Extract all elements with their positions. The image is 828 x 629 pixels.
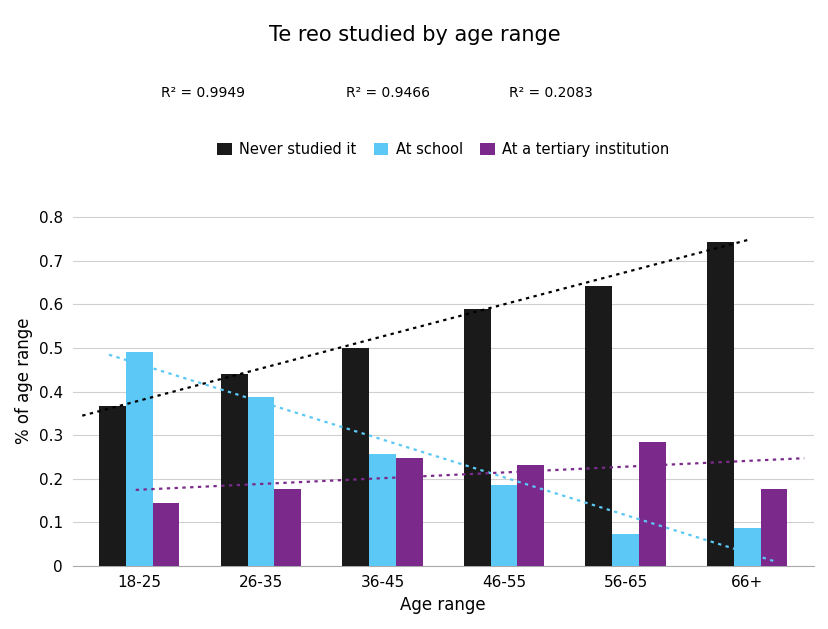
Bar [612,535,638,565]
Bar [368,454,396,565]
Bar [152,503,180,565]
Bar [585,286,612,565]
Y-axis label: % of age range: % of age range [15,318,33,444]
Text: R² = 0.9466: R² = 0.9466 [345,87,430,101]
Bar [517,465,543,565]
Legend: Never studied it, At school, At a tertiary institution: Never studied it, At school, At a tertia… [211,136,675,163]
Bar [759,489,787,565]
X-axis label: Age range: Age range [400,596,485,614]
Bar [248,397,274,565]
Text: R² = 0.2083: R² = 0.2083 [508,87,593,101]
Bar [99,406,126,565]
Text: R² = 0.9949: R² = 0.9949 [161,87,245,101]
Bar [126,352,152,565]
Bar [220,374,248,565]
Text: Te reo studied by age range: Te reo studied by age range [268,25,560,45]
Bar [342,348,368,565]
Bar [490,485,517,565]
Bar [274,489,301,565]
Bar [396,458,422,565]
Bar [706,242,733,565]
Bar [733,528,759,565]
Bar [638,442,665,565]
Bar [464,309,490,565]
